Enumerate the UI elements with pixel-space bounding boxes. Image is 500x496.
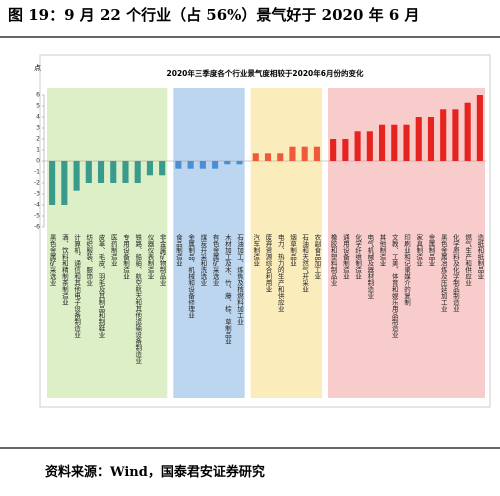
x-tick-label: 烟草制品业 <box>288 233 296 267</box>
x-tick-label: 金属制品业 <box>427 233 435 267</box>
bar <box>476 95 483 161</box>
x-tick-label: 食品制造业 <box>174 233 182 267</box>
x-tick-label: 石油和天然气开采业 <box>301 234 309 293</box>
bar <box>354 131 361 161</box>
x-tick-label: 非金属矿物制品业 <box>158 233 166 286</box>
chart-title: 2020年三季度各个行业景气度相较于2020年6月份的变化 <box>167 68 364 78</box>
bar <box>452 109 459 161</box>
x-tick-label: 金属制品、机械和设备修理业 <box>187 233 195 319</box>
bar <box>134 161 141 183</box>
x-tick-label: 化学原料及化学制品制造业 <box>451 233 459 312</box>
y-tick-label: 1 <box>36 147 40 154</box>
bar <box>440 109 447 161</box>
y-label: 点 <box>34 64 41 72</box>
x-tick-label: 家具制造业 <box>415 233 423 267</box>
y-tick-label: -6 <box>34 224 40 231</box>
y-tick-label: 3 <box>36 125 40 132</box>
x-tick-label: 石油加工、炼焦及核燃料加工业 <box>236 234 244 325</box>
x-tick-label: 计算机、通信和其他电子设备制造业 <box>73 233 81 338</box>
bar <box>252 153 259 161</box>
source: 资料来源：Wind，国泰君安证券研究 <box>45 464 265 480</box>
x-tick-label: 有色金属矿采选业 <box>211 233 219 286</box>
x-tick-label: 仪器仪表制造业 <box>146 234 154 280</box>
bar <box>289 146 296 161</box>
y-tick-label: 4 <box>36 114 40 121</box>
bar <box>97 161 105 183</box>
x-tick-label: 通用设备制造业 <box>341 233 349 280</box>
x-tick-label: 黑色金属冶炼及压延加工业 <box>439 234 447 312</box>
bar <box>199 161 206 169</box>
x-tick-label: 纺织服装、服饰业 <box>85 233 93 286</box>
bar <box>330 139 337 161</box>
group-background <box>250 88 323 398</box>
x-tick-label: 医药制造业 <box>109 234 117 267</box>
x-tick-label: 皮革、毛皮、羽毛及其制品和制鞋业 <box>97 233 105 338</box>
bar <box>301 146 308 161</box>
y-tick-label: -2 <box>34 180 40 187</box>
y-tick-label: -3 <box>34 191 40 198</box>
bar <box>313 146 320 161</box>
bar <box>146 161 153 176</box>
bar <box>277 153 284 161</box>
x-tick-label: 汽车制造业 <box>252 233 260 267</box>
y-tick-label: -4 <box>34 202 40 209</box>
y-tick-label: 2 <box>36 136 40 143</box>
bar <box>415 117 422 161</box>
bar <box>403 124 410 161</box>
y-tick-label: -1 <box>34 169 40 176</box>
header: 图 19：9 月 22 个行业（占 56%）景气好于 2020 年 6 月 <box>8 6 420 24</box>
bar <box>175 161 182 169</box>
bar <box>264 153 272 161</box>
bar <box>159 161 166 176</box>
bar <box>236 161 243 165</box>
x-tick-label: 橡胶和塑料制品业 <box>329 233 337 286</box>
bar <box>464 102 471 161</box>
x-tick-label: 其他制造业 <box>378 234 386 267</box>
x-tick-label: 造纸和纸制品业 <box>476 233 484 280</box>
bar <box>73 161 80 191</box>
x-tick-label: 酒、饮料和精制茶制造业 <box>60 234 68 306</box>
y-tick-label: 0 <box>36 158 40 165</box>
x-tick-label: 铁路、船舶、航空航天和其他运输设备制造业 <box>134 233 142 364</box>
x-tick-label: 专用设备制造业 <box>121 233 129 280</box>
bar <box>49 161 56 205</box>
bar <box>224 161 231 165</box>
x-tick-label: 黑色金属矿采选业 <box>48 234 56 286</box>
bar <box>366 131 373 161</box>
y-tick-label: 5 <box>36 103 40 110</box>
x-tick-label: 化学纤维制造业 <box>354 233 362 280</box>
bar <box>391 124 398 161</box>
bar <box>122 161 129 183</box>
bar <box>212 161 219 169</box>
x-tick-label: 文教、工美、体育和娱乐用品制造业 <box>390 233 398 338</box>
bar <box>379 124 386 161</box>
x-tick-label: 废弃资源综合利用业 <box>264 233 272 293</box>
bar <box>61 161 68 205</box>
bar <box>85 161 92 183</box>
y-tick-label: -5 <box>34 213 40 220</box>
chart-frame <box>39 54 491 408</box>
x-tick-label: 木材加工及木、竹、藤、棕、草制品业 <box>223 233 231 345</box>
x-tick-label: 印刷业和记录媒介的复制 <box>403 234 411 307</box>
group-background <box>47 88 168 398</box>
y-tick-label: 6 <box>36 92 40 99</box>
x-tick-label: 煤炭开采和洗选业 <box>199 233 207 286</box>
x-tick-label: 电力、热力的生产和供应业 <box>276 233 284 312</box>
group-background <box>173 88 245 398</box>
x-tick-label: 燃气生产和供应业 <box>464 233 472 286</box>
x-tick-label: 电气机械及器材制造业 <box>366 233 374 299</box>
bar <box>187 161 194 169</box>
x-tick-label: 农副食品加工业 <box>313 233 321 280</box>
bar <box>110 161 117 183</box>
bar <box>342 139 349 161</box>
bar <box>427 117 435 161</box>
